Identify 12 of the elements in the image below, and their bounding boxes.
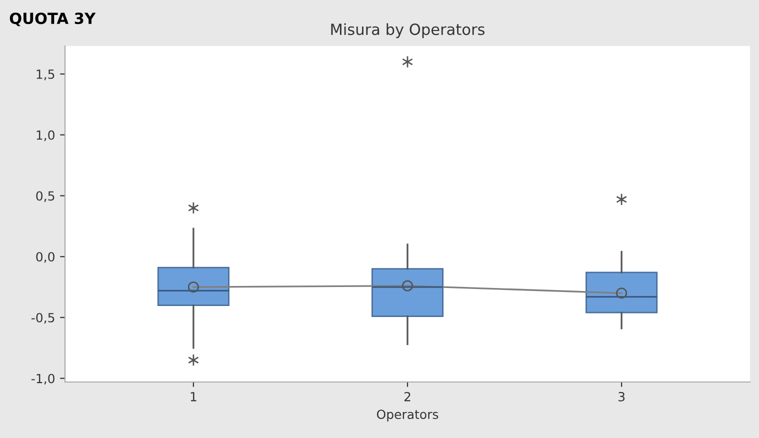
x-tick-label: 1 bbox=[190, 392, 196, 402]
text: QUOTA 3Y bbox=[10, 12, 96, 26]
y-tick-label: -1,0 bbox=[32, 374, 54, 385]
y-tick-label: 0,0 bbox=[36, 252, 54, 263]
chart-title: Misura by Operators bbox=[331, 23, 485, 38]
y-tick-label: 1,5 bbox=[36, 70, 54, 80]
y-tick-label: -0,5 bbox=[32, 312, 54, 324]
x-tick-label: 2 bbox=[404, 392, 410, 402]
x-tick-label: 3 bbox=[618, 392, 625, 402]
y-tick-label: 0,5 bbox=[36, 191, 54, 202]
x-axis-title: Operators bbox=[376, 410, 438, 422]
y-tick-label: 1,0 bbox=[36, 130, 54, 142]
